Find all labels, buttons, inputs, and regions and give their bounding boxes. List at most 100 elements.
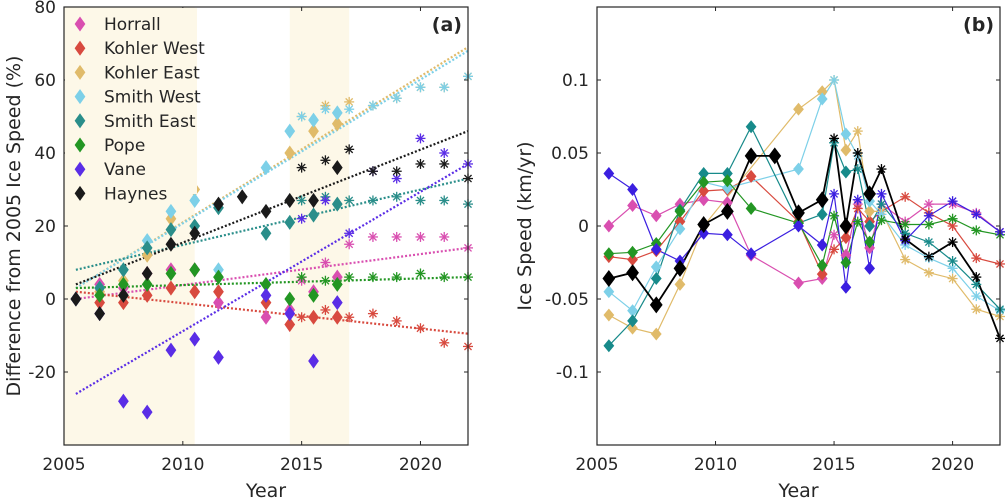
trend-line-smith-west <box>75 49 469 289</box>
diamond-point-kohler-east <box>284 145 296 161</box>
diamond-point-smith-west <box>331 105 343 121</box>
y-tick-label: -0.05 <box>545 290 589 310</box>
star-point-pope <box>923 219 934 230</box>
diamond-point-smith-west <box>816 92 828 106</box>
diamond-point-kohler-west <box>816 267 828 281</box>
diamond-point-kohler-west <box>698 184 710 198</box>
star-point-kohler-west <box>829 244 840 255</box>
diamond-point-smith-east <box>840 165 852 179</box>
star-point-pope <box>852 216 863 227</box>
diamond-point-vane <box>840 280 852 294</box>
diamond-point-pope <box>816 258 828 272</box>
star-point-kohler-west <box>344 312 355 323</box>
star-point-horrall <box>391 231 402 242</box>
star-point-haynes <box>391 166 402 177</box>
diamond-point-smith-east <box>627 314 638 328</box>
series-line-vane <box>608 172 1001 288</box>
star-point-smith-west <box>344 104 355 115</box>
star-point-haynes <box>344 144 355 155</box>
panel-a: 2005 2010 2015 2020 -20 0 20 40 60 80 (a) Year D… <box>3 0 473 502</box>
diamond-point-pope <box>94 287 106 303</box>
diamond-point-smith-east <box>260 225 272 241</box>
legend-marker <box>74 64 86 80</box>
star-point-vane <box>344 228 355 239</box>
diamond-point-vane <box>721 228 733 242</box>
panel-label: (b) <box>963 14 994 36</box>
x-ticks: 2005 2010 2015 2020 <box>575 7 974 475</box>
y-tick-label: 40 <box>34 144 56 164</box>
x-axis-label: Year <box>245 480 286 500</box>
diamond-point-pope <box>189 262 201 278</box>
star-point-kohler-east <box>947 273 958 284</box>
diamond-point-kohler-east <box>793 102 804 116</box>
diamond-point-smith-east <box>308 207 319 223</box>
star-point-smith-west <box>320 104 331 115</box>
star-point-kohler-east <box>900 254 911 265</box>
star-point-kohler-east <box>971 304 982 315</box>
star-point-kohler-east <box>852 126 863 137</box>
diamond-point-haynes <box>673 259 687 277</box>
diamond-point-kohler-west <box>840 231 852 245</box>
star-point-smith-west <box>829 75 840 85</box>
star-point-kohler-west <box>320 304 331 315</box>
diamond-point-vane <box>213 349 224 365</box>
star-point-horrall <box>415 231 426 242</box>
x-tick-label: 2020 <box>931 455 974 475</box>
y-tick-label: 0.05 <box>551 144 589 164</box>
diamond-point-smith-east <box>141 240 153 256</box>
diamond-point-smith-west <box>840 127 852 141</box>
star-point-haynes <box>900 234 911 245</box>
x-tick-label: 2010 <box>161 455 204 475</box>
y-tick-label: 0 <box>578 217 589 237</box>
star-point-pope <box>829 210 840 221</box>
diamond-point-pope <box>603 247 615 261</box>
diamond-point-smith-west <box>308 112 319 128</box>
diamond-point-smith-west <box>721 181 733 195</box>
diamond-point-smith-east <box>816 207 828 221</box>
star-point-haynes <box>971 272 982 283</box>
diamond-point-smith-east <box>650 272 662 286</box>
diamond-point-smith-west <box>165 203 177 219</box>
star-point-haynes <box>415 158 426 169</box>
star-point-pope <box>367 272 378 283</box>
star-point-pope <box>320 275 331 286</box>
diamond-point-vane <box>698 226 710 240</box>
diamond-point-haynes <box>118 287 129 303</box>
diamond-point-kohler-west <box>189 284 201 300</box>
diamond-point-haynes <box>141 265 153 281</box>
diamond-point-pope <box>721 174 733 188</box>
diamond-point-horrall <box>213 295 224 311</box>
diamond-point-vane <box>627 183 638 196</box>
diamond-point-haynes <box>70 291 82 307</box>
diamond-point-smith-east <box>603 339 615 353</box>
star-point-horrall <box>344 239 355 250</box>
diamond-point-pope <box>840 256 852 269</box>
x-tick-label: 2020 <box>399 455 442 475</box>
star-point-vane <box>852 194 863 205</box>
legend: Horrall Kohler West Kohler East Smith West S… <box>65 8 205 204</box>
legend-label: Smith East <box>104 112 196 132</box>
diamond-point-kohler-east <box>331 116 343 132</box>
diamond-point-kohler-west <box>165 280 177 296</box>
diamond-point-pope <box>284 291 296 307</box>
star-point-pope <box>876 215 887 226</box>
star-point-pope <box>439 272 450 283</box>
panel-b: 2005 2010 2015 2020 -0.1 -0.05 0 0.05 0.1 (b) Y… <box>514 6 1005 502</box>
diamond-point-horrall <box>698 193 710 207</box>
star-point-horrall <box>439 231 450 242</box>
star-point-smith-west <box>296 111 307 122</box>
diamond-point-kohler-east <box>674 277 686 291</box>
diamond-point-vane <box>118 393 129 409</box>
diamond-point-vane <box>864 261 876 275</box>
diamond-point-pope <box>308 287 319 303</box>
diamond-point-smith-west <box>603 285 615 299</box>
diamond-point-smith-west <box>650 260 662 274</box>
legend-label: Kohler East <box>104 63 200 83</box>
star-point-vane <box>439 148 450 158</box>
x-tick-label: 2015 <box>812 455 855 475</box>
diamond-point-vane <box>603 166 615 180</box>
legend-label: Vane <box>104 160 146 180</box>
trend-line-kohler-west <box>75 290 469 335</box>
trend-line-horrall <box>75 246 469 301</box>
